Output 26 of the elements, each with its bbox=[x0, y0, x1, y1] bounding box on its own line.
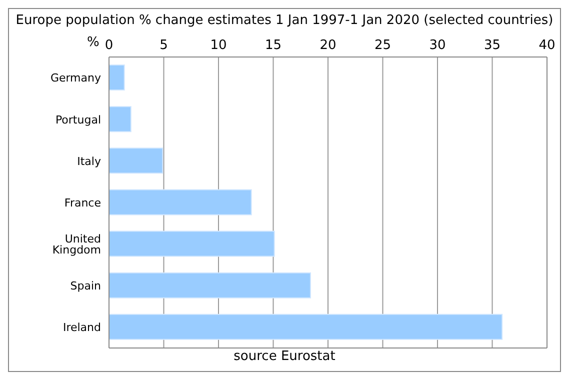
x-tick-label: 15 bbox=[264, 38, 282, 53]
x-tick-label: 20 bbox=[320, 38, 336, 53]
x-tick-label: 40 bbox=[538, 38, 556, 53]
x-axis-title: % bbox=[87, 35, 100, 50]
y-tick-label: United Kingdom bbox=[52, 232, 101, 256]
x-tick-label: 10 bbox=[210, 38, 227, 53]
bar bbox=[109, 314, 503, 340]
bar bbox=[109, 272, 311, 298]
x-tick-label: 0 bbox=[104, 38, 114, 53]
y-tick-label: Germany bbox=[50, 72, 102, 85]
x-tick-label: 25 bbox=[374, 38, 392, 53]
y-tick-label: Spain bbox=[70, 280, 102, 293]
bar bbox=[109, 189, 252, 216]
y-tick-label: Italy bbox=[77, 154, 102, 168]
x-tick-label: 35 bbox=[484, 38, 501, 53]
bar bbox=[109, 106, 132, 132]
bar bbox=[109, 230, 275, 257]
x-tick-label: 30 bbox=[429, 38, 446, 53]
chart-title: Europe population % change estimates 1 Jan 1997-1 Jan 2020 (selected countries) bbox=[14, 13, 554, 28]
source-note: source Eurostat bbox=[232, 349, 336, 364]
y-tick-label: France bbox=[64, 196, 102, 210]
bar bbox=[109, 64, 125, 90]
y-tick-label: Portugal bbox=[55, 113, 101, 126]
y-tick-label: Ireland bbox=[62, 321, 101, 334]
x-tick-label: 5 bbox=[160, 38, 168, 53]
bar bbox=[109, 148, 164, 174]
